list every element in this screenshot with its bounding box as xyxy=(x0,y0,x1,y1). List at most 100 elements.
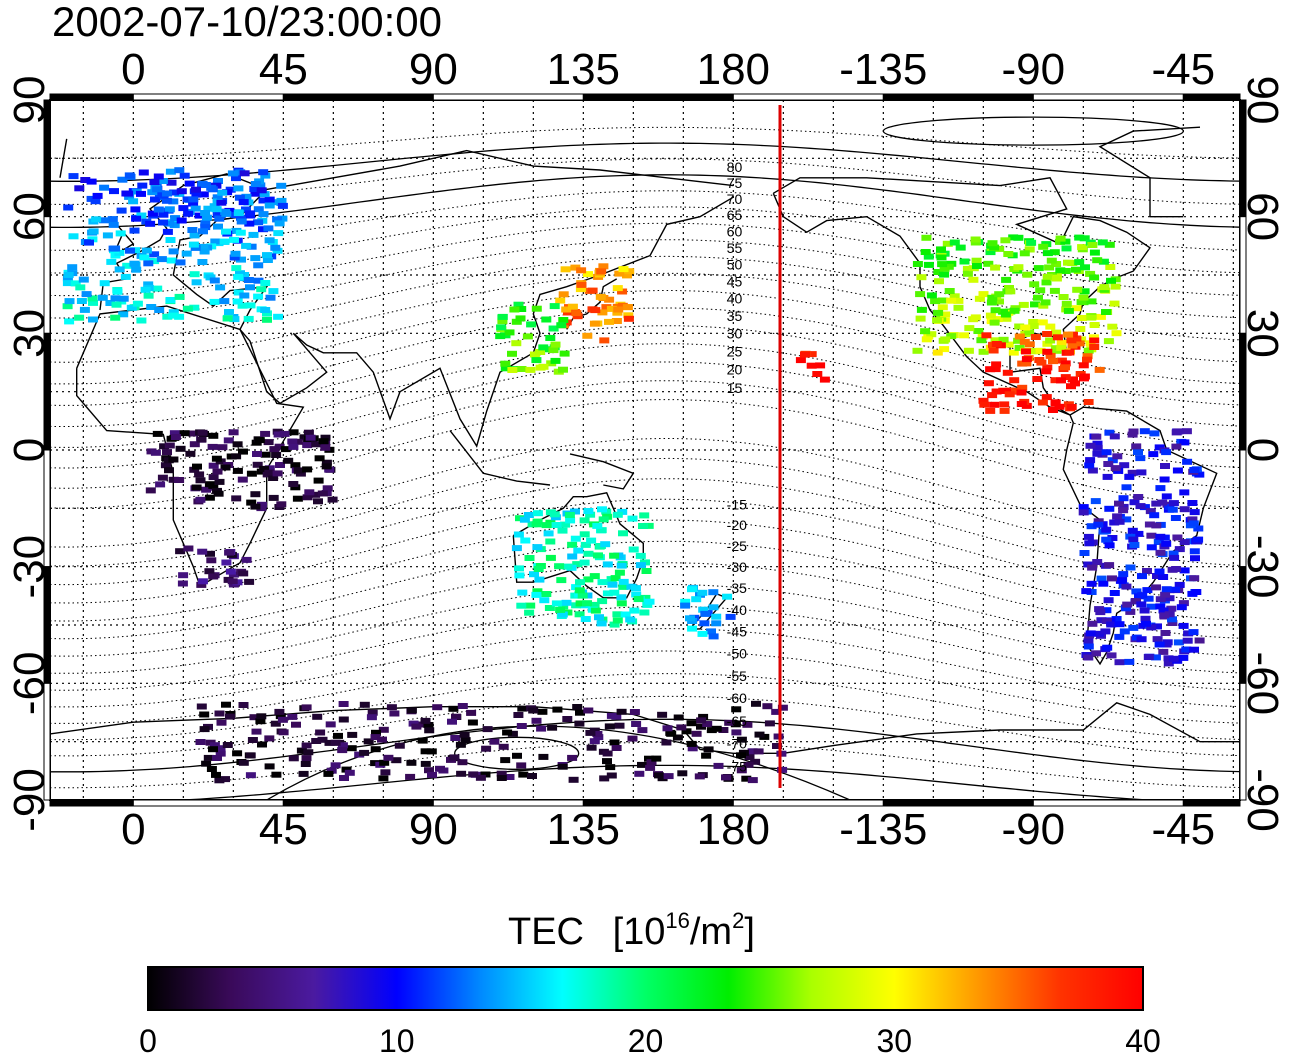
tec-point xyxy=(541,316,552,323)
tec-point xyxy=(302,466,313,473)
tec-point xyxy=(991,388,1002,395)
tec-point xyxy=(545,554,556,561)
tec-point xyxy=(1118,495,1129,502)
tec-point xyxy=(571,584,582,591)
bottom-lon-tick-label: 180 xyxy=(697,805,770,854)
bottom-lon-tick-label: -45 xyxy=(1152,805,1216,854)
tec-point xyxy=(687,625,698,632)
tec-point xyxy=(237,476,248,483)
tec-point xyxy=(405,773,416,780)
tec-point xyxy=(406,707,417,714)
tec-point xyxy=(455,741,466,748)
tec-point xyxy=(564,512,575,518)
tec-point xyxy=(572,313,583,320)
axis-band xyxy=(282,93,434,101)
tec-point xyxy=(303,429,314,436)
tec-point xyxy=(1079,375,1089,382)
tec-point xyxy=(597,579,608,586)
tec-point xyxy=(1164,595,1175,602)
tec-point xyxy=(1083,347,1094,354)
tec-point xyxy=(1168,655,1179,662)
tec-point xyxy=(165,297,176,303)
tec-point xyxy=(1128,428,1139,435)
tec-point xyxy=(582,600,592,607)
tec-point xyxy=(204,568,215,575)
tec-point xyxy=(500,757,511,764)
tec-point xyxy=(795,357,806,364)
tec-point xyxy=(978,348,989,355)
tec-point xyxy=(599,775,610,782)
tec-point xyxy=(612,511,623,518)
tec-point xyxy=(260,307,271,313)
tec-point xyxy=(920,328,931,335)
tec-point xyxy=(271,771,282,778)
tec-point xyxy=(1083,561,1094,568)
tec-point xyxy=(502,729,513,736)
tec-point xyxy=(111,301,122,308)
tec-point xyxy=(188,200,199,207)
tec-point xyxy=(197,548,208,555)
tec-point xyxy=(711,613,722,620)
tec-point xyxy=(1066,404,1077,410)
tec-point xyxy=(1103,597,1114,604)
tec-point xyxy=(616,708,627,715)
tec-point xyxy=(79,306,90,313)
tec-point xyxy=(1183,630,1194,637)
tec-point xyxy=(196,703,207,710)
magnetic-contour xyxy=(50,695,1240,757)
tec-point xyxy=(1166,605,1177,612)
tec-point xyxy=(257,501,267,508)
tec-point xyxy=(318,438,329,445)
tec-point xyxy=(926,292,937,299)
tec-point xyxy=(199,248,210,255)
tec-point xyxy=(236,256,246,263)
tec-point xyxy=(1154,568,1165,575)
tec-point xyxy=(268,475,279,481)
tec-point xyxy=(197,259,208,265)
tec-point xyxy=(535,364,546,371)
tec-point xyxy=(188,196,199,203)
tec-point xyxy=(512,752,522,759)
colorbar-unit-exponent: 16 xyxy=(665,908,689,933)
tec-point xyxy=(277,202,288,209)
tec-point xyxy=(208,432,219,439)
tec-point xyxy=(311,738,322,744)
tec-point xyxy=(561,599,572,606)
tec-point xyxy=(264,763,275,770)
tec-point xyxy=(391,757,402,764)
tec-point xyxy=(177,580,188,587)
tec-point xyxy=(1133,449,1143,455)
tec-point xyxy=(262,316,272,323)
tec-point xyxy=(1189,646,1199,653)
tec-point xyxy=(500,360,511,367)
top-longitude-ticks: 0 45 90 135 180 -135 -90 -45 xyxy=(121,45,1215,94)
tec-point xyxy=(223,437,234,444)
contour-label: -45 xyxy=(727,624,747,640)
tec-point xyxy=(283,457,294,464)
tec-point xyxy=(302,442,313,449)
tec-point xyxy=(498,743,509,750)
tec-point xyxy=(1176,604,1187,611)
tec-point xyxy=(572,561,583,568)
tec-point xyxy=(1055,235,1066,242)
tec-point xyxy=(63,204,74,211)
tec-point xyxy=(246,243,257,250)
tec-point xyxy=(598,516,609,523)
tec-point xyxy=(1139,428,1150,435)
tec-point xyxy=(513,712,524,718)
tec-point xyxy=(248,231,259,238)
tec-point xyxy=(162,190,172,197)
tec-point xyxy=(232,441,243,448)
tec-point xyxy=(744,754,755,760)
tec-point xyxy=(1079,235,1090,242)
tec-point xyxy=(158,219,168,226)
top-lon-tick-label: 90 xyxy=(409,45,458,94)
contour-label: -65 xyxy=(727,713,747,729)
tec-point xyxy=(609,739,620,746)
tec-point xyxy=(576,267,587,274)
tec-point xyxy=(423,722,434,728)
tec-point xyxy=(63,271,74,278)
tec-point xyxy=(1000,237,1011,244)
tec-point xyxy=(1170,515,1181,521)
tec-point xyxy=(558,366,568,373)
